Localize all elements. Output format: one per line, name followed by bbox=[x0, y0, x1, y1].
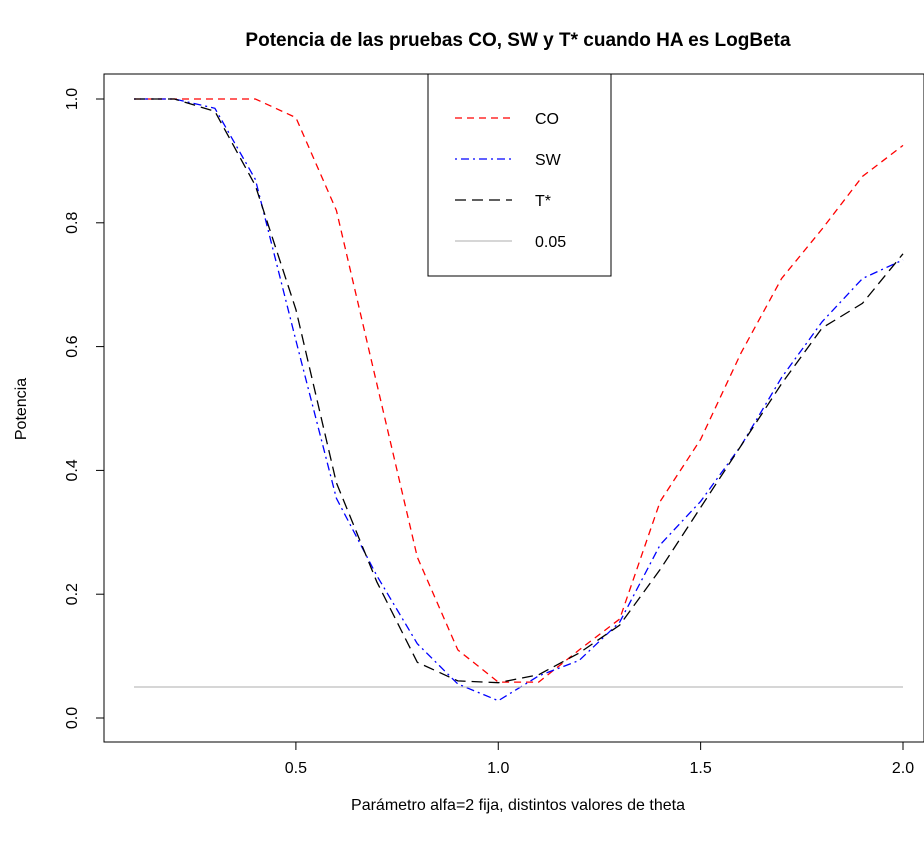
legend-label-0: CO bbox=[535, 111, 559, 128]
y-tick-label-2: 0.4 bbox=[64, 459, 81, 481]
y-tick-label-4: 0.8 bbox=[64, 212, 81, 234]
x-tick-label-1: 1.0 bbox=[487, 760, 509, 777]
series-layer bbox=[134, 98, 904, 702]
legend-label-2: T* bbox=[535, 193, 551, 210]
y-tick-label-5: 1.0 bbox=[64, 88, 81, 110]
x-axis-label: Parámetro alfa=2 fija, distintos valores… bbox=[351, 797, 685, 814]
legend-label-3: 0.05 bbox=[535, 234, 566, 251]
y-tick-label-0: 0.0 bbox=[64, 707, 81, 729]
legend: CO SW T* 0.05 bbox=[427, 73, 612, 277]
x-tick-label-0: 0.5 bbox=[285, 760, 307, 777]
x-axis: 0.5 1.0 1.5 2.0 bbox=[285, 742, 914, 777]
legend-box bbox=[427, 73, 612, 277]
y-tick-label-1: 0.2 bbox=[64, 583, 81, 605]
y-axis: 0.0 0.2 0.4 0.6 0.8 1.0 bbox=[64, 88, 104, 729]
legend-label-1: SW bbox=[535, 152, 562, 169]
y-axis-label: Potencia bbox=[13, 378, 30, 440]
y-tick-label-3: 0.6 bbox=[64, 335, 81, 357]
series-line-0 bbox=[134, 98, 904, 683]
series-line-2 bbox=[134, 98, 904, 684]
chart-title: Potencia de las pruebas CO, SW y T* cuan… bbox=[245, 30, 791, 51]
x-tick-label-3: 2.0 bbox=[892, 760, 914, 777]
x-tick-label-2: 1.5 bbox=[690, 760, 712, 777]
